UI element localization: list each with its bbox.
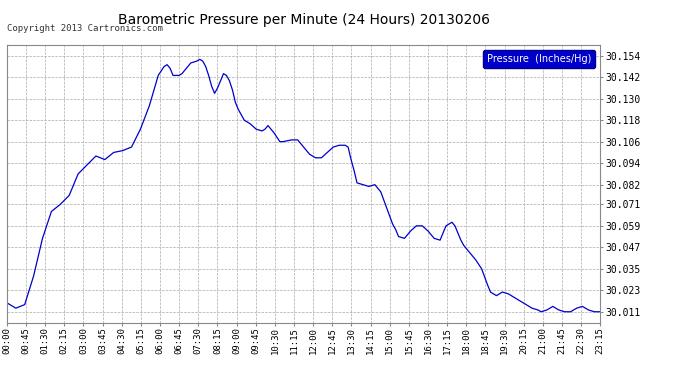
Text: Barometric Pressure per Minute (24 Hours) 20130206: Barometric Pressure per Minute (24 Hours… [117,13,490,27]
Legend: Pressure  (Inches/Hg): Pressure (Inches/Hg) [483,50,595,68]
Text: Copyright 2013 Cartronics.com: Copyright 2013 Cartronics.com [7,24,163,33]
